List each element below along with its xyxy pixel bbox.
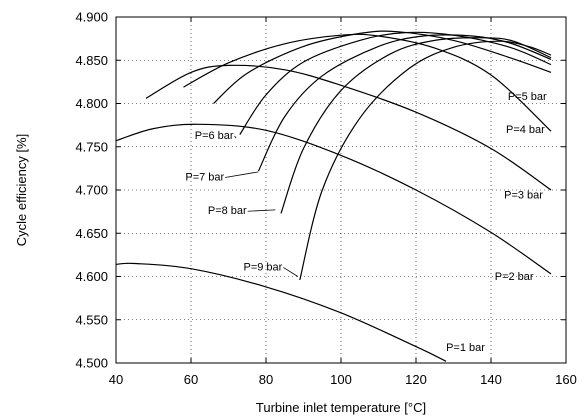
y-tick-label: 4.800: [75, 96, 108, 111]
x-tick-label: 100: [330, 372, 352, 387]
series-label-p4-bar: P=4 bar: [506, 124, 545, 136]
series-label-p6-bar: P=6 bar: [195, 130, 234, 142]
series-curves: [116, 30, 552, 362]
y-tick-label: 4.550: [75, 312, 108, 327]
series-label-p9-bar: P=9 bar: [244, 261, 283, 273]
series-label-p8-bar: P=8 bar: [208, 205, 247, 217]
series-line-p1-bar: [116, 262, 447, 362]
series-label-leader: [225, 171, 259, 178]
plot-frame: [115, 16, 567, 364]
series-label-p2-bar: P=2 bar: [495, 271, 534, 283]
series-label-p5-bar: P=5 bar: [508, 91, 547, 103]
y-tick-label: 4.750: [75, 139, 108, 154]
grid-lines: [116, 17, 566, 363]
x-tick-label: 160: [555, 372, 577, 387]
series-label-p7-bar: P=7 bar: [185, 171, 224, 183]
series-line-p2-bar: [116, 123, 552, 275]
axis-ticks: [115, 16, 567, 364]
x-axis-label: Turbine inlet temperature [°C]: [256, 400, 426, 415]
series-label-leader: [283, 267, 299, 277]
x-tick-label: 60: [184, 372, 198, 387]
x-tick-label: 140: [480, 372, 502, 387]
x-tick-label: 80: [259, 372, 273, 387]
y-tick-label: 4.500: [75, 356, 108, 371]
series-line-p8-bar: [280, 37, 552, 214]
x-tick-label: 120: [405, 372, 427, 387]
series-label-p1-bar: P=1 bar: [446, 342, 485, 354]
x-tick-labels: 40 60 80 100 120 140 160: [109, 372, 577, 387]
y-tick-label: 4.700: [75, 183, 108, 198]
series-line-p5-bar: [213, 30, 552, 104]
series-line-p4-bar: [183, 33, 552, 132]
series-line-p6-bar: [239, 31, 552, 135]
y-tick-label: 4.850: [75, 53, 108, 68]
y-tick-labels: 4.500 4.550 4.600 4.650 4.700 4.750 4.800 4.850…: [75, 10, 108, 371]
y-tick-label: 4.650: [75, 226, 108, 241]
y-axis-label: Cycle efficiency [%]: [14, 134, 29, 246]
x-tick-label: 40: [109, 372, 123, 387]
series-line-p3-bar: [145, 64, 552, 191]
y-tick-label: 4.600: [75, 269, 108, 284]
series-label-leader: [234, 135, 237, 139]
y-tick-label: 4.900: [75, 10, 108, 25]
series-label-p3-bar: P=3 bar: [504, 190, 543, 202]
series-label-leader: [247, 209, 276, 212]
series-line-p9-bar: [299, 40, 552, 281]
series-labels: P=1 bar P=2 bar P=3 bar P=4 bar P=5 bar P=6 b…: [185, 91, 547, 354]
